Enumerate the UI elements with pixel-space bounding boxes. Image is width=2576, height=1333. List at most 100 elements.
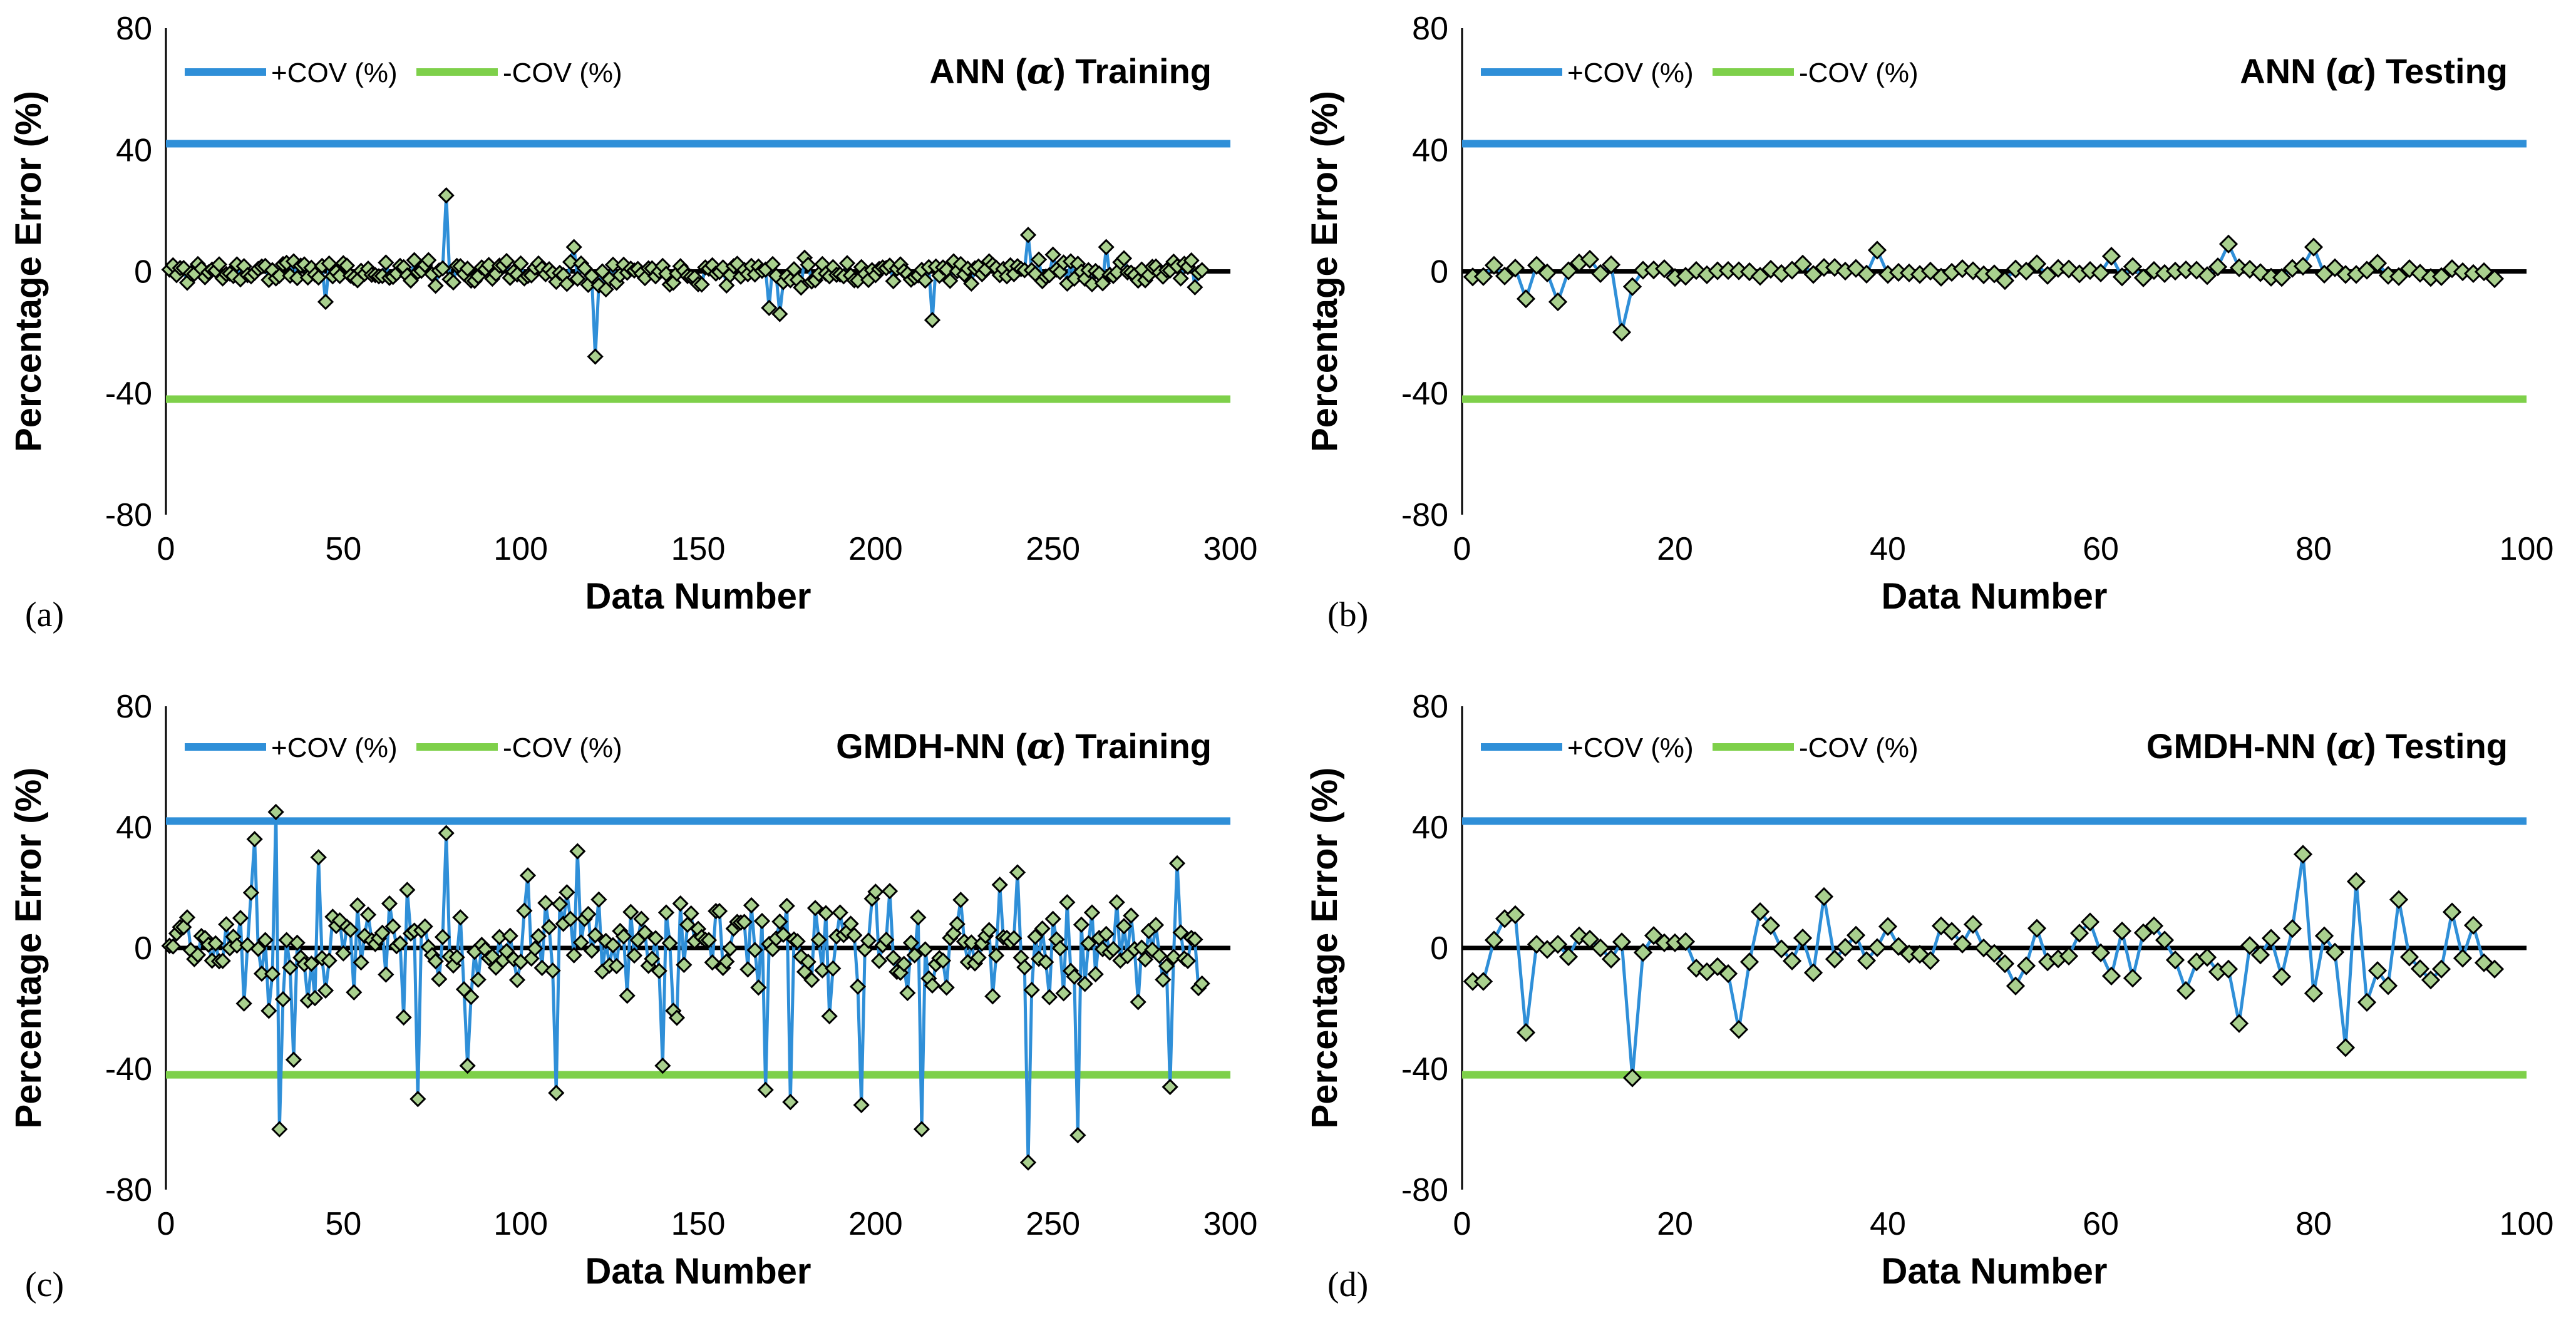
data-point-marker [906, 947, 923, 964]
y-tick-label: -80 [105, 497, 152, 533]
data-point-marker [711, 903, 728, 920]
data-point-marker [1920, 951, 1940, 970]
data-point-marker [210, 256, 228, 273]
data-point-marker [2027, 919, 2047, 938]
data-point-marker [2123, 257, 2143, 276]
x-tick-label: 20 [1657, 531, 1693, 567]
x-tick-label: 0 [157, 531, 175, 567]
y-tick-label: -80 [1401, 1172, 1448, 1208]
data-point-marker [335, 945, 352, 962]
data-point-marker [2229, 1014, 2249, 1033]
data-point-marker [2059, 946, 2079, 966]
data-point-marker [672, 895, 689, 912]
panel-letter: (b) [1327, 595, 1368, 634]
data-point-marker [778, 897, 795, 915]
data-point-marker [2123, 969, 2143, 988]
data-point-marker [257, 932, 274, 949]
y-axis-title: Percentage Error (%) [8, 768, 49, 1129]
data-point-marker [2218, 234, 2239, 254]
data-point-marker [608, 957, 625, 975]
panel-title-symbol: α [2337, 51, 2364, 92]
data-point-marker [346, 984, 363, 1001]
data-point-marker [636, 924, 654, 941]
data-point-marker [2304, 237, 2324, 257]
data-point-marker [736, 914, 753, 930]
data-point-marker [1009, 864, 1026, 881]
data-point-marker [1612, 932, 1632, 952]
data-point-marker [615, 928, 632, 945]
data-point-marker [746, 942, 763, 959]
legend-label-plus-cov: +COV (%) [1567, 733, 1694, 763]
data-point-marker [838, 255, 856, 272]
data-point-marker [1473, 267, 1493, 286]
data-point-marker [448, 949, 465, 966]
data-point-marker [825, 960, 842, 977]
data-point-marker [2367, 961, 2388, 980]
panel-title-symbol: α [1027, 51, 1054, 92]
data-point-marker [619, 987, 636, 1004]
data-point-marker [1548, 292, 1568, 312]
data-point-marker [559, 275, 575, 292]
data-point-marker [1158, 957, 1175, 975]
panel-title: ANN (α) Testing [2240, 51, 2508, 92]
data-point-marker [2367, 254, 2388, 273]
panel-title-suffix: ) Testing [2364, 726, 2508, 766]
data-point-marker [1590, 264, 1610, 284]
data-point-marker [1023, 981, 1040, 999]
data-point-marker [431, 970, 448, 987]
data-point-marker [1172, 924, 1189, 941]
data-point-marker [452, 909, 469, 926]
data-point-marker [881, 883, 899, 900]
data-point-marker [587, 927, 604, 944]
data-point-marker [800, 256, 817, 273]
data-point-marker [1027, 929, 1044, 945]
panel-title: GMDH-NN (α) Training [836, 726, 1212, 767]
data-point-marker [565, 947, 582, 964]
x-tick-label: 80 [2295, 531, 2332, 567]
data-point-marker [1168, 855, 1186, 872]
data-point-marker [416, 918, 433, 935]
data-point-marker [569, 843, 586, 860]
data-point-marker [2357, 992, 2377, 1012]
data-point-marker [817, 905, 835, 922]
data-point-marker [885, 272, 902, 290]
data-point-marker [934, 952, 952, 969]
data-point-marker [1183, 252, 1200, 269]
data-point-marker [516, 902, 533, 919]
data-point-marker [572, 934, 590, 951]
data-point-marker [2197, 266, 2217, 286]
data-point-marker [633, 910, 650, 927]
data-point-marker [540, 919, 558, 935]
data-point-marker [1633, 943, 1653, 962]
data-point-marker [2101, 247, 2121, 266]
data-point-marker [1654, 259, 1674, 279]
x-tick-label: 80 [2295, 1206, 2332, 1242]
y-axis-title: Percentage Error (%) [1304, 91, 1345, 452]
data-point-marker [1051, 940, 1069, 957]
legend-label-minus-cov: -COV (%) [1799, 58, 1919, 88]
data-point-marker [2091, 943, 2111, 962]
data-point-marker [1867, 938, 1887, 957]
data-point-marker [647, 930, 664, 947]
data-point-marker [1136, 951, 1154, 968]
data-point-marker [1803, 265, 1823, 284]
data-point-marker [445, 274, 462, 291]
panel-letter: (d) [1327, 1265, 1368, 1304]
panel-b-chart: -80 -40 0 40 80 0 20 40 60 80 100 Data Number Percen… [1304, 11, 2553, 634]
data-point-marker [622, 903, 639, 920]
data-point-marker [459, 1058, 476, 1074]
data-point-marker [644, 950, 661, 967]
y-tick-label: 0 [1430, 254, 1448, 291]
data-point-marker [1761, 916, 1781, 935]
y-tick-label: 0 [134, 254, 152, 291]
y-tick-label: 80 [116, 11, 152, 47]
x-tick-label: 250 [1026, 531, 1080, 567]
data-point-marker [739, 961, 756, 978]
data-point-marker [991, 877, 1008, 893]
data-point-marker [895, 955, 912, 972]
data-point-marker [303, 955, 320, 972]
data-point-marker [942, 272, 959, 289]
data-point-marker [519, 867, 537, 884]
data-point-marker [2250, 945, 2270, 965]
data-point-marker [218, 916, 235, 933]
